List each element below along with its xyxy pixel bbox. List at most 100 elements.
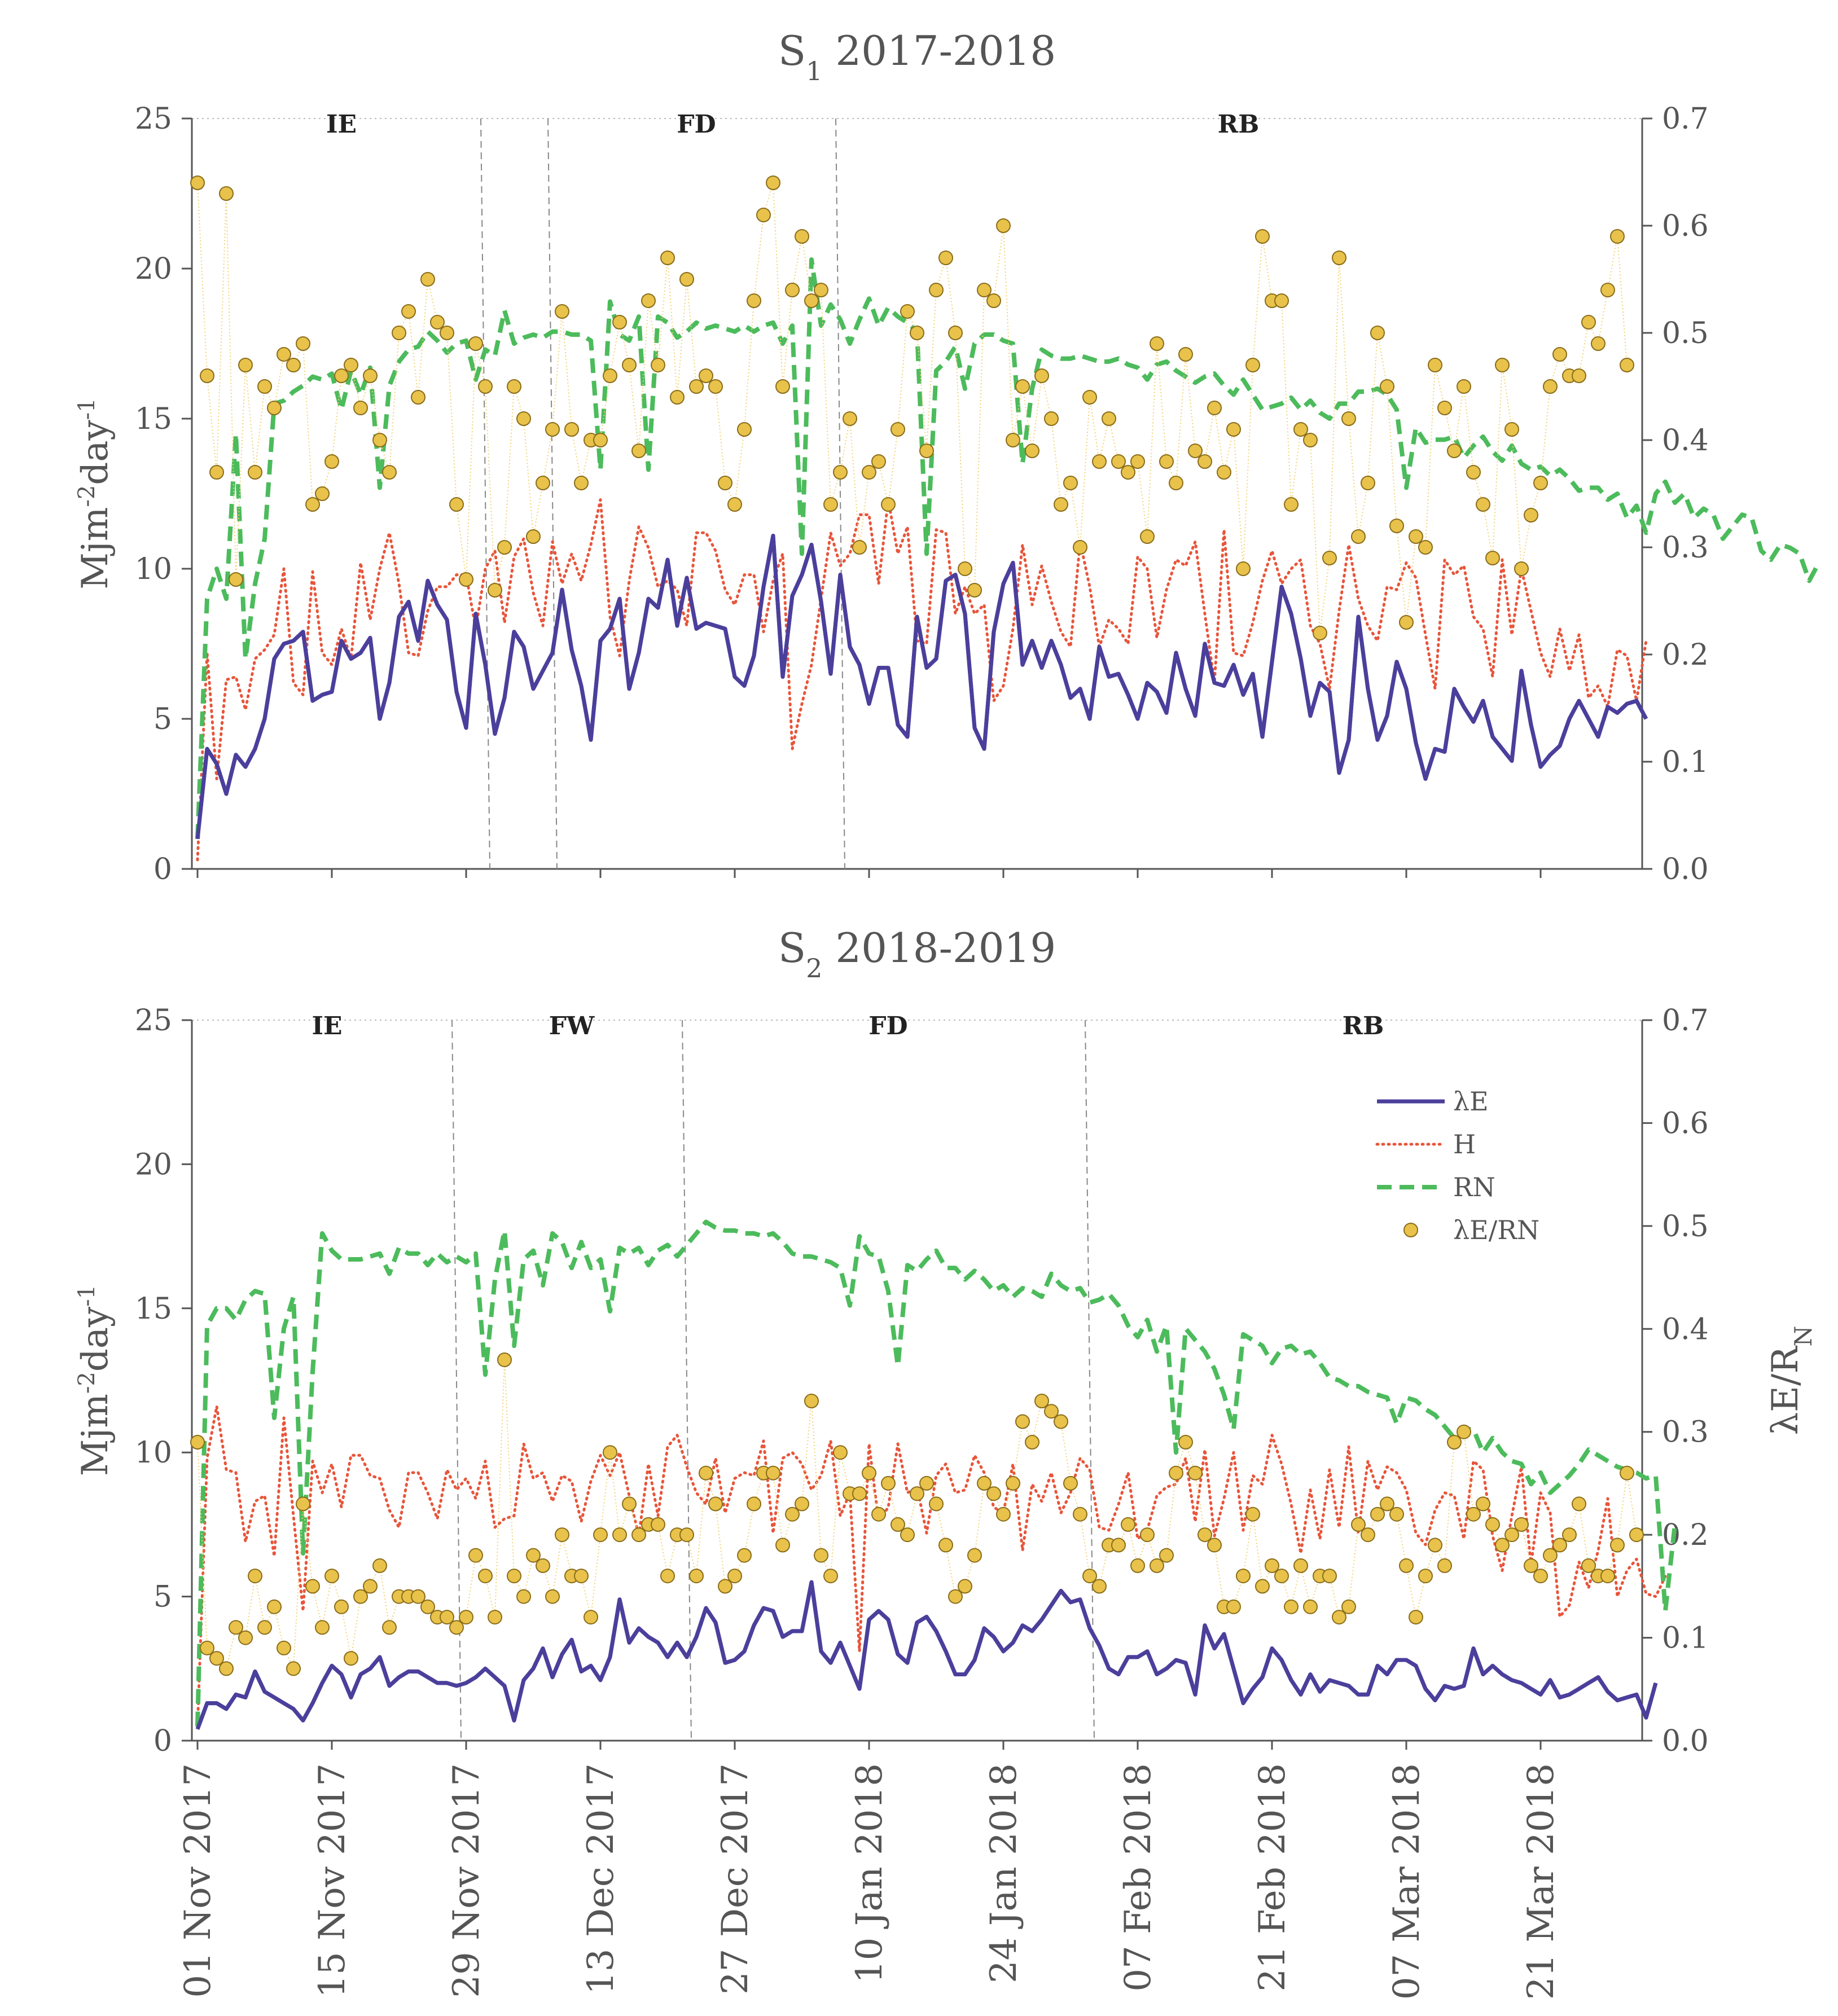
ratio-point bbox=[1025, 1435, 1039, 1450]
ratio-point bbox=[804, 1394, 819, 1408]
ratio-point bbox=[670, 390, 685, 405]
ratio-point bbox=[1380, 1496, 1394, 1512]
ratio-point bbox=[1140, 529, 1155, 544]
ratio-point bbox=[833, 465, 848, 480]
ratio-point bbox=[612, 1527, 627, 1543]
ratio-point bbox=[1543, 1548, 1558, 1563]
y-tick-label: 20 bbox=[135, 252, 172, 286]
ratio-point bbox=[1207, 1538, 1222, 1553]
ratio-point bbox=[372, 1558, 387, 1573]
ratio-point bbox=[938, 1538, 953, 1553]
ratio-point bbox=[363, 1579, 378, 1594]
ratio-point bbox=[718, 1579, 732, 1594]
ratio-point bbox=[689, 1569, 704, 1584]
y-axis-label: Mjm-2day-1 bbox=[74, 398, 116, 589]
y-tick-label: 5 bbox=[153, 1580, 172, 1614]
ratio-point bbox=[775, 1538, 790, 1553]
ratio-point bbox=[1495, 358, 1510, 372]
x-tick-label: 21 Mar 2018 bbox=[1520, 1763, 1562, 2000]
ratio-point bbox=[1245, 358, 1260, 372]
ratio-point bbox=[296, 336, 310, 351]
ratio-point bbox=[516, 411, 531, 426]
ratio-point bbox=[1409, 529, 1423, 544]
phase-boundary bbox=[451, 1020, 462, 1741]
ratio-point bbox=[1044, 1404, 1059, 1419]
ratio-point bbox=[267, 401, 282, 415]
ratio-point bbox=[612, 315, 627, 330]
ratio-point bbox=[1485, 1517, 1500, 1532]
phase-label: IE bbox=[326, 110, 357, 139]
ratio-point bbox=[440, 326, 454, 340]
ratio-point bbox=[1034, 368, 1049, 383]
y2-tick-label: 0.0 bbox=[1662, 853, 1709, 886]
ratio-point bbox=[219, 186, 234, 201]
ratio-point bbox=[1034, 1394, 1049, 1408]
ratio-point bbox=[1562, 1527, 1577, 1543]
ratio-point bbox=[1591, 336, 1605, 351]
ratio-point bbox=[756, 208, 771, 222]
y2-tick-label: 0.5 bbox=[1662, 317, 1709, 350]
ratio-point bbox=[1514, 561, 1529, 576]
ratio-point bbox=[1485, 551, 1500, 565]
ratio-point bbox=[449, 497, 464, 512]
y2-tick-label: 0.5 bbox=[1662, 1210, 1709, 1244]
x-tick-label: 15 Nov 2017 bbox=[312, 1763, 353, 1998]
y2-tick-label: 0.6 bbox=[1662, 209, 1709, 243]
ratio-point bbox=[1255, 229, 1270, 244]
ratio-point bbox=[257, 1620, 272, 1635]
ratio-point bbox=[545, 422, 560, 437]
ratio-point bbox=[392, 326, 406, 340]
ratio-point bbox=[1504, 422, 1519, 437]
y2label-part: λE/R bbox=[1765, 1346, 1806, 1435]
ratio-point bbox=[1111, 454, 1126, 469]
ylabel-superscript: -2 bbox=[74, 485, 100, 507]
ratio-point bbox=[996, 218, 1011, 233]
ratio-point bbox=[1437, 401, 1452, 415]
chart-s1: S1 2017-2018 0 5 10 15 20 25 0.0 0.1 0.2 0.3 0.4 0.5… bbox=[74, 27, 1821, 886]
y2-tick-label: 0.7 bbox=[1662, 102, 1709, 136]
ratio-point bbox=[708, 379, 723, 394]
ratio-point bbox=[296, 1496, 310, 1512]
ratio-point bbox=[1629, 1527, 1644, 1543]
ratio-point bbox=[1399, 1558, 1414, 1573]
y2-tick-label: 0.6 bbox=[1662, 1106, 1709, 1140]
ratio-point bbox=[1245, 1506, 1260, 1522]
ylabel-superscript: -1 bbox=[74, 1285, 100, 1307]
ratio-point bbox=[459, 572, 473, 587]
x-tick-label: 29 Nov 2017 bbox=[446, 1763, 488, 1998]
ratio-point bbox=[891, 1517, 905, 1532]
ylabel-part: Mjm bbox=[74, 507, 116, 590]
y2-tick-label: 0.3 bbox=[1662, 1416, 1709, 1450]
ratio-point bbox=[1140, 1527, 1155, 1543]
legend-label: H bbox=[1453, 1129, 1476, 1159]
ratio-point bbox=[1409, 1610, 1423, 1625]
ratio-point bbox=[1370, 1506, 1385, 1522]
y2-tick-label: 0.1 bbox=[1662, 745, 1709, 779]
ratio-point bbox=[1150, 336, 1164, 351]
ratio-point bbox=[1428, 358, 1442, 372]
ratio-point bbox=[1111, 1538, 1126, 1553]
ratio-point bbox=[1197, 454, 1212, 469]
ratio-point bbox=[1274, 293, 1289, 308]
ratio-point bbox=[1552, 1538, 1567, 1553]
ratio-point bbox=[1389, 519, 1404, 533]
y-tick-label: 15 bbox=[135, 402, 172, 436]
phase-boundary bbox=[547, 118, 558, 869]
ratio-point bbox=[622, 1496, 637, 1512]
ratio-point bbox=[1332, 251, 1346, 265]
series-line-lambdaE-top bbox=[195, 534, 1648, 840]
ratio-point bbox=[1015, 379, 1030, 394]
ratio-point bbox=[1447, 1435, 1462, 1450]
title-subscript: 2 bbox=[806, 953, 822, 983]
ratio-point bbox=[382, 1620, 397, 1635]
ratio-point bbox=[497, 1352, 512, 1367]
ratio-point bbox=[1428, 1538, 1442, 1553]
ratio-point bbox=[564, 422, 579, 437]
ratio-point bbox=[526, 1548, 541, 1563]
ratio-point bbox=[1265, 1558, 1279, 1573]
ratio-point bbox=[372, 433, 387, 447]
ratio-point bbox=[1572, 368, 1586, 383]
ratio-point bbox=[823, 1569, 838, 1584]
ratio-point bbox=[891, 422, 905, 437]
ratio-point bbox=[910, 1486, 924, 1501]
